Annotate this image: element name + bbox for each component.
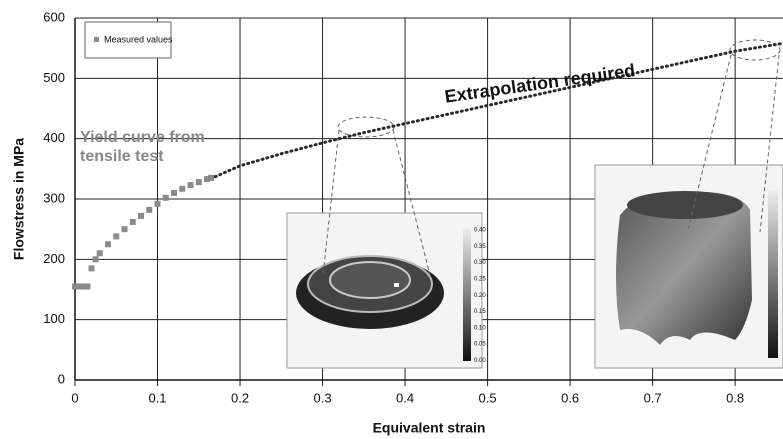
data-point: [163, 195, 169, 201]
colorbar-label: 0.30: [474, 260, 486, 266]
y-tick-label: 200: [43, 251, 65, 266]
x-tick-label: 0.7: [644, 390, 662, 405]
data-point: [113, 233, 119, 239]
zoom-ellipse: [730, 40, 780, 60]
data-point: [171, 190, 177, 196]
y-tick-label: 400: [43, 130, 65, 145]
zoom-ellipse: [338, 117, 394, 137]
colorbar-labels: 0.40 0.35 0.30 0.25 0.20 0.15 0.10 0.05 0.00: [474, 228, 486, 364]
colorbar: [768, 190, 778, 358]
x-tick-label: 0.1: [148, 390, 166, 405]
data-point: [130, 219, 136, 225]
y-tick-label: 600: [43, 9, 65, 24]
data-point: [179, 186, 185, 192]
colorbar-label: 0.20: [474, 293, 486, 299]
y-tick-label: 100: [43, 311, 65, 326]
colorbar-label: 0.40: [474, 228, 486, 234]
legend-marker: [94, 37, 99, 42]
data-point: [196, 179, 202, 185]
colorbar-label: 0.00: [474, 358, 486, 364]
cup-top: [627, 191, 743, 219]
data-point: [93, 256, 99, 262]
data-point: [188, 182, 194, 188]
inset-cup: [595, 165, 783, 368]
data-point: [97, 250, 103, 256]
x-tick-label: 0.3: [314, 390, 332, 405]
colorbar-label: 0.25: [474, 276, 486, 282]
data-point: [155, 201, 161, 207]
y-tick-label: 500: [43, 70, 65, 85]
colorbar-label: 0.05: [474, 342, 486, 348]
disc-spot: [394, 283, 399, 287]
inset-disc: 0.40 0.35 0.30 0.25 0.20 0.15 0.10 0.05 0.00: [287, 213, 486, 368]
annotation: tensile test: [80, 148, 164, 165]
data-point: [105, 241, 111, 247]
page: {"chart_data": {"type": "scatter", "xlab…: [0, 0, 783, 439]
x-tick-label: 0.8: [726, 390, 744, 405]
data-point: [146, 207, 152, 213]
x-tick-label: 0.6: [561, 390, 579, 405]
y-tick-label: 300: [43, 190, 65, 205]
disc-ring: [330, 262, 410, 298]
y-tick-label: 0: [58, 371, 65, 386]
extrapolation-line: [215, 43, 783, 176]
legend-label: Measured values: [104, 34, 173, 44]
data-point: [89, 265, 95, 271]
data-point: [122, 226, 128, 232]
x-tick-label: 0.4: [396, 390, 414, 405]
x-tick-label: 0.5: [479, 390, 497, 405]
y-axis-title: Flowstress in MPa: [11, 138, 27, 260]
data-point: [208, 175, 214, 181]
colorbar-label: 0.15: [474, 309, 486, 315]
data-point: [84, 283, 90, 289]
colorbar-label: 0.10: [474, 325, 486, 331]
chart: Equivalent strain Flowstress in MPa 0 100…: [0, 0, 783, 439]
annotation: Yield curve from: [80, 129, 205, 146]
x-tick-label: 0: [71, 390, 78, 405]
annotation: Extrapolation required: [443, 60, 636, 107]
colorbar: [463, 228, 471, 361]
data-point: [138, 213, 144, 219]
x-axis-title: Equivalent strain: [373, 420, 486, 436]
colorbar-label: 0.35: [474, 244, 486, 250]
x-tick-label: 0.2: [231, 390, 249, 405]
